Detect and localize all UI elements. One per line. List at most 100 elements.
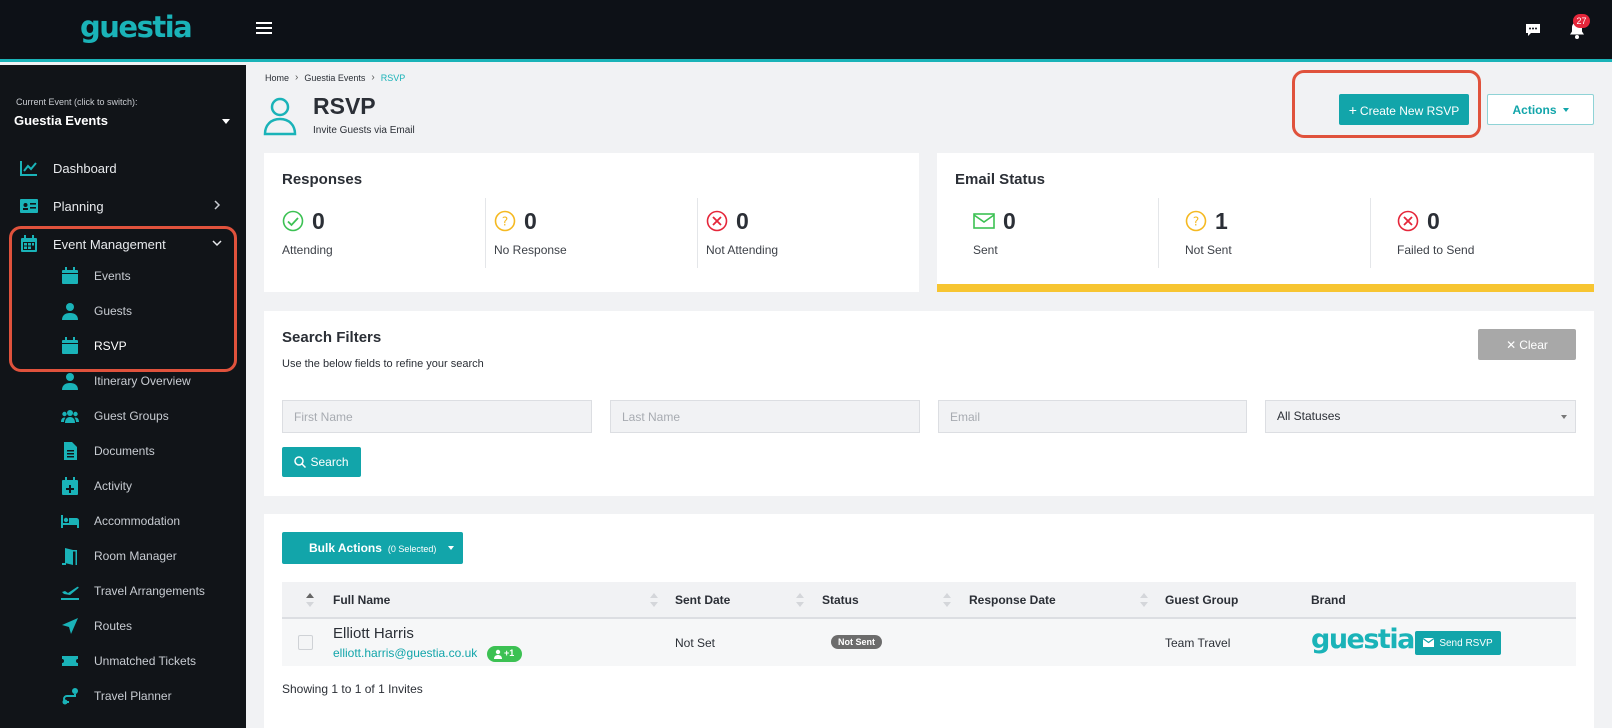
sidebar-subitem-travel-planner[interactable]: Travel Planner <box>0 681 246 711</box>
calendar-plus-icon <box>62 477 78 495</box>
stat-not-attending: 0 Not Attending <box>706 208 779 257</box>
breadcrumb-event-link[interactable]: Guestia Events <box>304 72 366 83</box>
sidebar-subitem-guests[interactable]: Guests <box>0 296 246 326</box>
chevron-down-icon <box>212 240 222 247</box>
sidebar-subitem-routes[interactable]: Routes <box>0 611 246 641</box>
sidebar-subitem-events[interactable]: Events <box>0 261 246 291</box>
table-row: Elliott Harris elliott.harris@guestia.co… <box>282 619 1576 666</box>
ticket-icon <box>62 656 78 666</box>
sidebar-subitem-label: Travel Arrangements <box>94 584 205 598</box>
breadcrumb-home-link[interactable]: Home <box>265 72 290 83</box>
last-name-input[interactable] <box>610 400 920 433</box>
email-input[interactable] <box>938 400 1247 433</box>
sidebar-subitem-guest-groups[interactable]: Guest Groups <box>0 401 246 431</box>
plus-icon: + <box>1348 101 1357 118</box>
responses-card: Responses 0 Attending ? 0 No Response 0 … <box>264 153 919 292</box>
caret-down-icon[interactable] <box>222 119 230 124</box>
send-rsvp-button[interactable]: Send RSVP <box>1415 631 1501 655</box>
sidebar-subitem-activity[interactable]: Activity <box>0 471 246 501</box>
email-status-progress-bar <box>937 284 1594 292</box>
location-arrow-icon <box>62 618 78 634</box>
sidebar-subitem-label: Activity <box>94 479 133 493</box>
caret-down-icon <box>1562 108 1569 113</box>
question-circle-icon: ? <box>1185 210 1207 232</box>
annotation-highlight-box <box>9 226 237 372</box>
search-button[interactable]: Search <box>282 447 361 477</box>
file-icon <box>64 442 77 460</box>
caret-down-icon <box>448 546 454 550</box>
column-header-full-name[interactable]: Full Name <box>333 593 391 607</box>
sidebar-subitem-itinerary-overview[interactable]: Itinerary Overview <box>0 366 246 396</box>
calendar-icon <box>62 267 78 284</box>
row-checkbox[interactable] <box>298 635 313 650</box>
divider <box>1370 198 1371 268</box>
hamburger-menu-icon[interactable] <box>256 22 272 36</box>
sort-icon[interactable] <box>1140 593 1148 607</box>
sidebar-subitem-travel-arrangements[interactable]: Travel Arrangements <box>0 576 246 606</box>
chart-line-icon <box>20 161 37 176</box>
sidebar-subitem-label: Events <box>94 269 131 283</box>
id-card-icon <box>20 199 38 213</box>
svg-text:?: ? <box>502 215 508 229</box>
sidebar-subitem-accommodation[interactable]: Accommodation <box>0 506 246 536</box>
column-header-status[interactable]: Status <box>822 593 859 607</box>
annotation-highlight-box <box>1292 70 1481 138</box>
guest-full-name: Elliott Harris <box>333 625 414 642</box>
envelope-icon <box>1422 637 1435 647</box>
x-circle-icon <box>706 210 728 232</box>
search-filters-subtitle: Use the below fields to refine your sear… <box>282 358 484 370</box>
divider <box>697 198 698 268</box>
user-icon <box>62 303 78 320</box>
stat-failed-to-send: 0 Failed to Send <box>1397 208 1475 257</box>
clear-filters-button[interactable]: ✕ Clear <box>1478 329 1576 360</box>
sidebar-subitem-label: Accommodation <box>94 514 181 528</box>
current-event-switcher[interactable]: Guestia Events <box>14 113 108 128</box>
sort-icon[interactable] <box>650 593 658 607</box>
sort-icon[interactable] <box>306 593 314 607</box>
sidebar-subitem-rsvp[interactable]: RSVP <box>0 331 246 361</box>
notification-count-badge: 27 <box>1573 14 1590 28</box>
sort-icon[interactable] <box>943 593 951 607</box>
status-badge: Not Sent <box>831 635 882 649</box>
create-new-rsvp-button[interactable]: + Create New RSVP <box>1339 94 1469 125</box>
table-header: Full Name Sent Date Status Response Date… <box>282 582 1576 619</box>
sidebar-subitem-room-manager[interactable]: Room Manager <box>0 541 246 571</box>
sidebar-subitem-documents[interactable]: Documents <box>0 436 246 466</box>
first-name-input[interactable] <box>282 400 592 433</box>
caret-down-icon <box>1561 415 1567 419</box>
plane-departure-icon <box>61 586 79 600</box>
door-icon <box>62 548 77 565</box>
column-header-brand: Brand <box>1311 593 1346 607</box>
check-circle-icon <box>282 210 304 232</box>
sidebar-item-event-management[interactable]: Event Management <box>0 229 246 259</box>
guest-email-link[interactable]: elliott.harris@guestia.co.uk <box>333 646 478 660</box>
page-title: RSVP <box>313 93 376 119</box>
sidebar-subitem-label: Unmatched Tickets <box>94 654 197 668</box>
breadcrumb-current: RSVP <box>380 72 406 83</box>
sidebar-subitem-label: Itinerary Overview <box>94 374 191 388</box>
svg-text:?: ? <box>1193 215 1199 229</box>
brand-logo: guestia <box>1311 624 1415 655</box>
user-outline-icon <box>263 97 297 136</box>
close-icon: ✕ <box>1506 337 1517 352</box>
pagination-info: Showing 1 to 1 of 1 Invites <box>282 682 423 696</box>
email-status-card: Email Status 0 Sent ? 1 Not Sent 0 Faile… <box>937 153 1594 284</box>
guest-group-cell: Team Travel <box>1165 636 1231 650</box>
calendar-icon <box>21 235 37 252</box>
actions-dropdown-button[interactable]: Actions <box>1487 94 1594 125</box>
column-header-sent-date[interactable]: Sent Date <box>675 593 731 607</box>
calendar-icon <box>62 337 78 354</box>
sidebar-subitem-unmatched-tickets[interactable]: Unmatched Tickets <box>0 646 246 676</box>
sidebar-item-planning[interactable]: Planning <box>0 191 246 221</box>
bulk-actions-button[interactable]: Bulk Actions (0 Selected) <box>282 532 463 564</box>
stat-not-sent: ? 1 Not Sent <box>1185 208 1232 257</box>
sidebar-item-dashboard[interactable]: Dashboard <box>0 153 246 183</box>
app-logo[interactable]: guestia <box>80 10 193 44</box>
plus-one-badge: +1 <box>487 646 522 662</box>
sort-icon[interactable] <box>796 593 804 607</box>
sidebar-subitem-label: Travel Planner <box>94 689 172 703</box>
status-select[interactable]: All Statuses <box>1265 400 1576 433</box>
column-header-response-date[interactable]: Response Date <box>969 593 1056 607</box>
chat-icon[interactable] <box>1525 23 1541 37</box>
stat-sent: 0 Sent <box>973 208 1016 257</box>
